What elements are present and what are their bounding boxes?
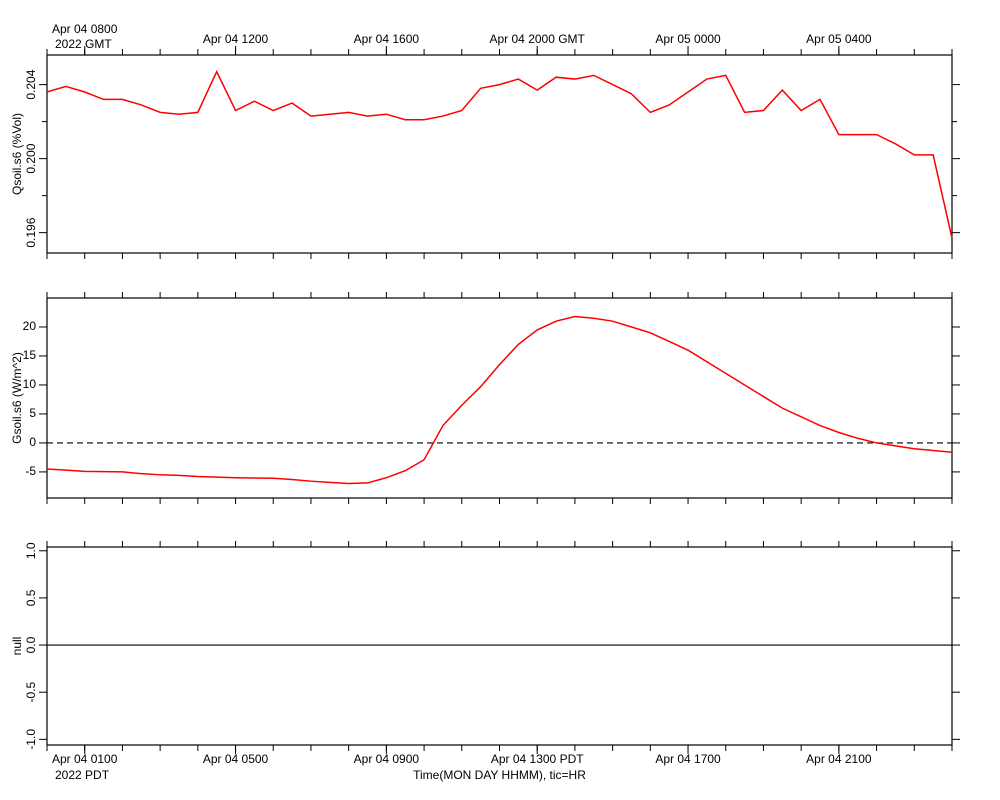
- y-tick-label: 0.0: [24, 636, 38, 653]
- y-axis-label: Qsoil.s6 (%Vol): [10, 113, 24, 195]
- x-tick-label: Apr 05 0000: [655, 32, 721, 46]
- x-tick-label: Apr 05 0400: [806, 32, 872, 46]
- y-tick-label: 0.200: [24, 143, 38, 173]
- panel-frame: [46, 546, 953, 746]
- y-tick-label: 20: [23, 319, 37, 333]
- x-tick-label: Apr 04 1600: [354, 32, 420, 46]
- x-tick-label: Apr 04 1300 PDT: [491, 752, 584, 766]
- x-tick-label: Apr 04 2100: [806, 752, 872, 766]
- y-tick-label: 5: [29, 406, 36, 420]
- x-tick-label: Apr 04 0500: [203, 752, 269, 766]
- y-tick-label: 0.196: [24, 217, 38, 247]
- y-axis-label: null: [10, 637, 24, 656]
- x-sublabel: 2022 PDT: [55, 768, 110, 782]
- data-line: [46, 69, 953, 239]
- data-line: [46, 315, 953, 485]
- y-tick-label: 0: [29, 435, 36, 449]
- y-tick-label: -5: [25, 464, 36, 478]
- panel-frame: [46, 297, 953, 499]
- y-tick-label: 1.0: [24, 542, 38, 559]
- y-tick-label: 0.204: [24, 69, 38, 99]
- x-sublabel: 2022 GMT: [55, 37, 112, 51]
- x-tick-label: Apr 04 0800: [52, 22, 118, 36]
- y-tick-label: 0.5: [24, 589, 38, 606]
- x-tick-label: Apr 04 1200: [203, 32, 269, 46]
- x-tick-label: Apr 04 1700: [655, 752, 721, 766]
- x-tick-label: Apr 04 0900: [354, 752, 420, 766]
- y-axis-label: Gsoil.s6 (W/m^2): [10, 352, 24, 444]
- x-tick-label: Apr 04 0100: [52, 752, 118, 766]
- y-tick-label: 15: [23, 348, 37, 362]
- x-axis-label: Time(MON DAY HHMM), tic=HR: [413, 768, 586, 782]
- y-tick-label: 10: [23, 377, 37, 391]
- y-tick-label: -0.5: [24, 682, 38, 703]
- y-tick-label: -1.0: [24, 729, 38, 750]
- x-tick-label: Apr 04 2000 GMT: [490, 32, 586, 46]
